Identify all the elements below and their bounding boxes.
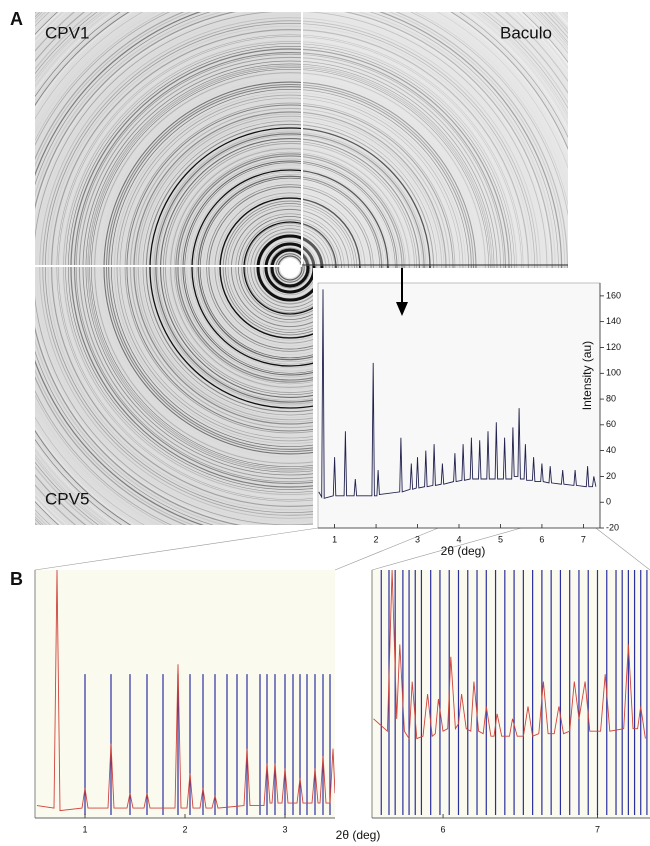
x-tick-label: 1 bbox=[332, 534, 337, 544]
plot bbox=[373, 570, 648, 815]
y-tick-label: 140 bbox=[606, 316, 621, 326]
zoom-connector bbox=[371, 527, 522, 571]
y-tick-label: 40 bbox=[606, 445, 616, 455]
beam-stop bbox=[280, 258, 300, 278]
arrow-head bbox=[396, 302, 408, 316]
y-tick-label: 80 bbox=[606, 393, 616, 403]
quadrant-label: Baculo bbox=[500, 23, 552, 42]
x-axis-label: 2θ (deg) bbox=[336, 828, 381, 842]
x-tick-label: 1 bbox=[82, 824, 87, 834]
y-tick-label: 0 bbox=[606, 497, 611, 507]
panel-label: A bbox=[10, 9, 23, 29]
zoom-connector bbox=[595, 527, 650, 571]
quadrant-tint bbox=[302, 12, 568, 266]
x-tick-label: 3 bbox=[282, 824, 287, 834]
x-tick-label: 2 bbox=[374, 534, 379, 544]
zoom-connector bbox=[334, 527, 439, 571]
trace bbox=[36, 570, 335, 812]
x-axis-label: 2θ (deg) bbox=[441, 544, 486, 558]
plot-bg bbox=[35, 570, 335, 818]
x-tick-label: 6 bbox=[441, 824, 446, 834]
y-tick-label: -20 bbox=[606, 522, 619, 532]
plot-bg bbox=[372, 570, 650, 818]
inset-plot bbox=[317, 282, 601, 529]
y-tick-label: 20 bbox=[606, 471, 616, 481]
x-tick-label: 4 bbox=[456, 534, 461, 544]
y-tick-label: 60 bbox=[606, 419, 616, 429]
x-tick-label: 3 bbox=[415, 534, 420, 544]
x-tick-label: 7 bbox=[595, 824, 600, 834]
plot bbox=[36, 570, 335, 815]
quadrant-label: CPV5 bbox=[45, 489, 89, 508]
trace bbox=[373, 570, 646, 741]
zoom-connector bbox=[34, 527, 319, 571]
panel-label: B bbox=[10, 569, 23, 589]
plot bbox=[318, 289, 597, 499]
x-tick-label: 5 bbox=[498, 534, 503, 544]
ring bbox=[277, 255, 303, 281]
quadrant-label: CPV1 bbox=[45, 23, 89, 42]
x-tick-label: 2 bbox=[182, 824, 187, 834]
y-tick-label: 100 bbox=[606, 368, 621, 378]
ring bbox=[269, 247, 311, 289]
x-tick-label: 6 bbox=[539, 534, 544, 544]
x-tick-label: 7 bbox=[581, 534, 586, 544]
y-axis-label: Intensity (au) bbox=[580, 341, 594, 410]
trace bbox=[318, 289, 597, 499]
y-tick-label: 120 bbox=[606, 342, 621, 352]
y-tick-label: 160 bbox=[606, 290, 621, 300]
ring bbox=[270, 248, 310, 288]
ring bbox=[275, 253, 305, 283]
